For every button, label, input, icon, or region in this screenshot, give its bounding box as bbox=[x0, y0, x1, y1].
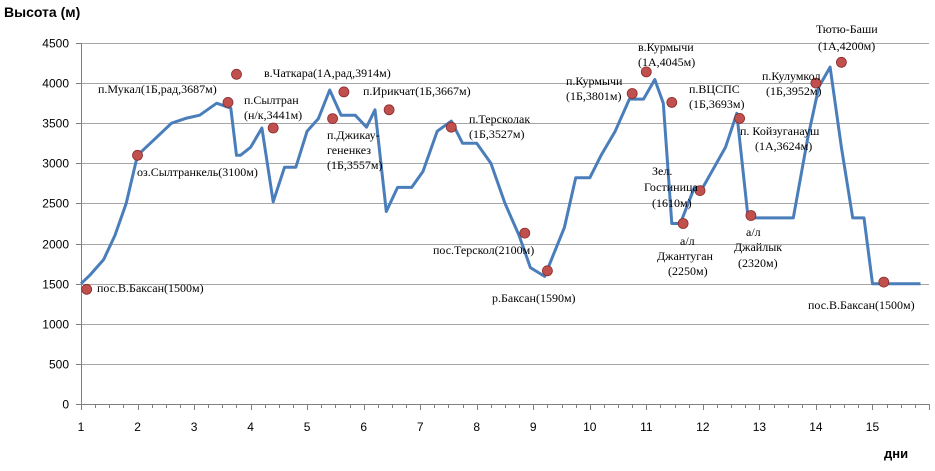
annotation-label: (2320м) bbox=[738, 256, 778, 270]
annotation-label: (1Б,3527м) bbox=[469, 127, 524, 141]
x-tick-labels: 1 2 3 4 5 6 7 8 9 10 11 12 13 14 15 bbox=[78, 420, 880, 434]
annotation-label: гененкез bbox=[327, 143, 371, 157]
y-tick-label: 0 bbox=[62, 398, 69, 412]
waypoint-marker bbox=[327, 113, 339, 124]
axes bbox=[76, 43, 930, 410]
x-tick-label: 14 bbox=[809, 420, 823, 434]
x-tick-label: 8 bbox=[473, 420, 480, 434]
annotation-label: п.Кулумкол bbox=[762, 69, 820, 83]
annotation-label: в.Курмычи bbox=[638, 40, 694, 54]
waypoint-marker bbox=[734, 113, 745, 124]
x-tick-label: 13 bbox=[753, 420, 767, 434]
x-tick-label: 4 bbox=[247, 420, 254, 434]
annotation-label: п.Терсколак bbox=[469, 112, 530, 126]
annotation-label: пос.В.Баксан(1500м) bbox=[97, 281, 204, 295]
marker-group bbox=[81, 56, 890, 295]
x-tick-label: 15 bbox=[866, 420, 880, 434]
x-tick-label: 2 bbox=[134, 420, 141, 434]
annotation-label: (1А,4045м) bbox=[638, 55, 695, 69]
x-tick-label: 3 bbox=[191, 420, 198, 434]
y-tick-label: 3500 bbox=[42, 117, 69, 131]
annotation-label: п. Койзуганауш bbox=[740, 124, 820, 138]
x-tick-label: 9 bbox=[530, 420, 537, 434]
annotation-label: (н/к,3441м) bbox=[244, 108, 302, 122]
annotation-label: п.Курмычи bbox=[566, 74, 623, 88]
series-group bbox=[79, 65, 921, 286]
annotation-label: п.Джикау- bbox=[327, 128, 380, 142]
annotation-label: Зел. bbox=[652, 164, 672, 178]
annotation-label: (1Б,3557м) bbox=[327, 158, 382, 172]
waypoint-marker bbox=[666, 97, 678, 108]
annotation-label: пос.В.Баксан(1500м) bbox=[808, 298, 915, 312]
x-tick-label: 7 bbox=[417, 420, 424, 434]
waypoint-marker bbox=[383, 104, 395, 116]
y-tick-label: 4500 bbox=[42, 37, 69, 51]
waypoint-marker bbox=[810, 77, 822, 89]
x-tick-label: 1 bbox=[78, 420, 85, 434]
annotation-label: п.Сылтран bbox=[244, 93, 299, 107]
y-tick-label: 500 bbox=[49, 358, 69, 372]
waypoint-marker bbox=[626, 88, 638, 99]
waypoint-marker bbox=[745, 210, 757, 221]
x-tick-label: 5 bbox=[304, 420, 311, 434]
annotation-label: а/л bbox=[680, 234, 695, 248]
y-tick-label: 2000 bbox=[42, 238, 69, 252]
annotation-label: (1Б,3952м) bbox=[766, 84, 821, 98]
x-axis-title: дни bbox=[884, 446, 908, 461]
annotation-label: в.Чаткара(1А,рад,3914м) bbox=[264, 66, 391, 80]
annotation-group: пос.В.Баксан(1500м) оз.Сылтранкель(3100м)… bbox=[97, 22, 915, 312]
annotation-label: (1А,3624м) bbox=[755, 139, 812, 153]
annotation-label: р.Баксан(1590м) bbox=[492, 291, 576, 305]
annotation-label: п.Мукал(1Б,рад,3687м) bbox=[98, 82, 217, 96]
x-tick-label: 10 bbox=[583, 420, 597, 434]
annotation-label: Тютю-Баши bbox=[816, 22, 878, 36]
annotation-label: (1Б,3801м) bbox=[566, 89, 621, 103]
annotation-label: (2250м) bbox=[668, 264, 708, 278]
waypoint-marker bbox=[445, 121, 457, 133]
waypoint-marker bbox=[878, 276, 890, 288]
x-tick-label: 6 bbox=[360, 420, 367, 434]
y-tick-label: 3000 bbox=[42, 157, 69, 171]
annotation-label: а/л bbox=[746, 225, 761, 239]
annotation-label: Джантуган bbox=[657, 249, 714, 263]
waypoint-marker bbox=[81, 283, 93, 295]
waypoint-marker bbox=[836, 56, 847, 68]
waypoint-marker bbox=[640, 66, 652, 78]
annotation-label: п.ВЦСПС bbox=[689, 82, 740, 96]
annotation-label: (1Б,3693м) bbox=[689, 97, 744, 111]
x-tick-label: 12 bbox=[696, 420, 710, 434]
y-tick-label: 2500 bbox=[42, 197, 69, 211]
y-tick-label: 1500 bbox=[42, 278, 69, 292]
waypoint-marker bbox=[231, 68, 242, 80]
waypoint-marker bbox=[222, 97, 234, 108]
y-axis-title: Высота (м) bbox=[4, 4, 80, 20]
annotation-label: (1610м) bbox=[652, 196, 692, 210]
annotation-label: Гостиница bbox=[644, 180, 698, 194]
annotation-label: оз.Сылтранкель(3100м) bbox=[137, 165, 258, 179]
elevation-line bbox=[79, 65, 921, 286]
annotation-label: пос.Терскол(2100м) bbox=[433, 243, 534, 257]
y-tick-label: 1000 bbox=[42, 318, 69, 332]
annotation-label: п.Ирикчат(1Б,3667м) bbox=[363, 84, 471, 98]
waypoint-marker bbox=[677, 218, 689, 229]
waypoint-marker bbox=[694, 185, 706, 197]
waypoint-marker bbox=[519, 227, 531, 239]
waypoint-marker bbox=[267, 122, 279, 134]
waypoint-marker bbox=[132, 149, 143, 161]
y-tick-labels: 0 500 1000 1500 2000 2500 3000 3500 4000 4500 bbox=[42, 37, 69, 412]
x-tick-label: 11 bbox=[640, 420, 653, 434]
y-tick-label: 4000 bbox=[42, 77, 69, 91]
waypoint-marker bbox=[542, 265, 553, 277]
annotation-label: (1А,4200м) bbox=[818, 39, 875, 53]
annotation-label: Джайлык bbox=[734, 240, 782, 254]
waypoint-marker bbox=[338, 86, 350, 98]
